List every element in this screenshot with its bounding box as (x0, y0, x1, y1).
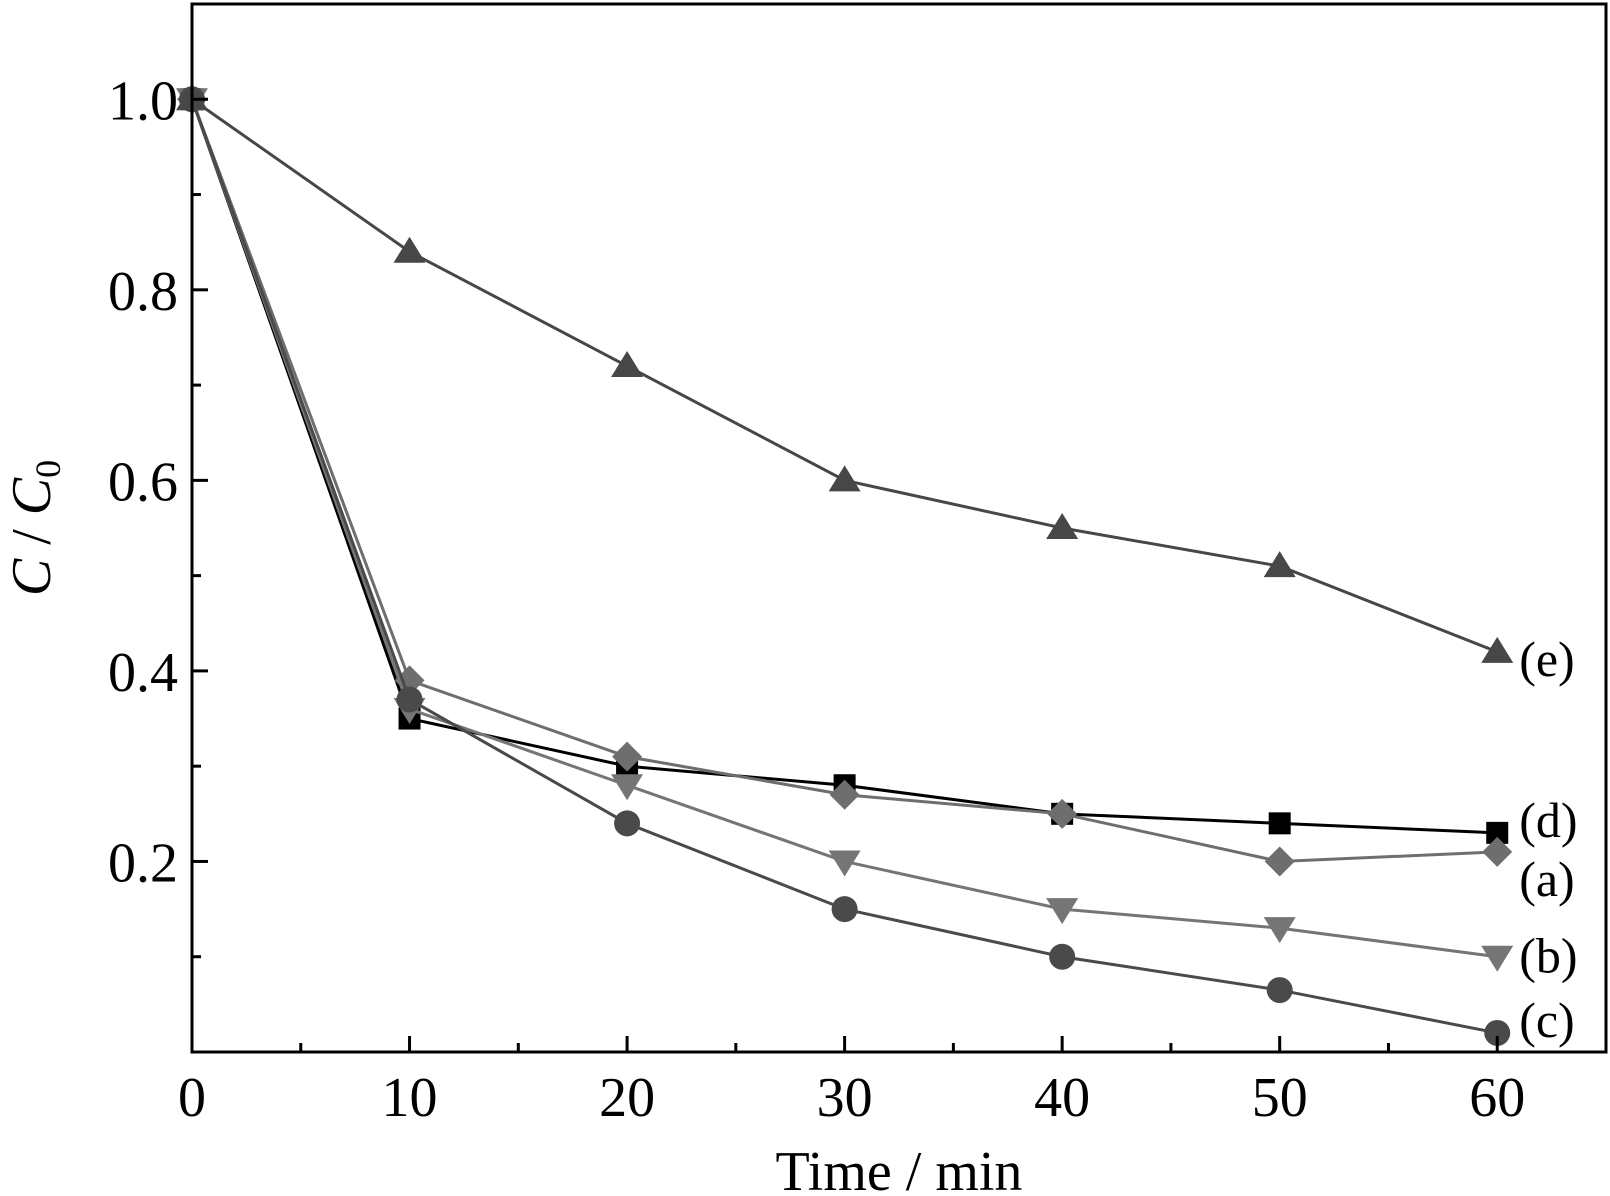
x-tick-label: 10 (382, 1067, 438, 1129)
data-point-diamond (1482, 836, 1513, 867)
x-axis-title: Time / min (776, 1141, 1023, 1196)
data-point-circle (831, 896, 858, 923)
data-point-circle (1484, 1019, 1511, 1046)
data-point-triangle-down (1481, 945, 1514, 972)
data-point-triangle-up (393, 236, 426, 263)
y-tick-label: 0.8 (108, 261, 178, 323)
y-axis-title-subscript: 0 (28, 460, 68, 478)
x-tick-label: 60 (1469, 1067, 1525, 1129)
data-point-triangle-up (1046, 513, 1079, 539)
series-end-label: (c) (1519, 992, 1575, 1048)
data-point-triangle-up (828, 465, 861, 492)
label-layer: (d)(a) (b) (c) (e) (1519, 631, 1577, 1048)
y-axis-title-separator: / (1, 515, 63, 559)
data-point-triangle-up (1263, 551, 1296, 578)
series-layer (176, 84, 1514, 1046)
series-line (190, 98, 1498, 959)
y-tick-label: 0.2 (108, 832, 178, 894)
data-point-triangle-up (611, 351, 644, 378)
data-point-circle (396, 686, 423, 713)
x-tick-label: 30 (817, 1067, 873, 1129)
data-point-square (1486, 821, 1509, 844)
y-tick-label: 1.0 (108, 70, 178, 132)
series-end-label: (a) (1519, 851, 1575, 907)
y-axis-title-c: C (1, 558, 63, 596)
data-point-triangle-down (611, 774, 644, 801)
series-b (176, 88, 1514, 972)
y-axis-title: C / C0 (1, 460, 68, 596)
series-line (191, 98, 1498, 654)
data-point-triangle-down (1263, 917, 1296, 944)
y-tick-label: 0.6 (108, 451, 178, 513)
data-point-triangle-down (828, 850, 861, 877)
data-point-diamond (829, 779, 860, 810)
data-point-circle (1049, 943, 1076, 970)
data-point-diamond (1264, 846, 1295, 877)
series-end-label: (d) (1519, 792, 1577, 848)
data-point-circle (614, 810, 641, 837)
plot-frame (190, 2, 1608, 1054)
y-axis-title-c0: C (1, 477, 63, 515)
x-tick-label: 50 (1252, 1067, 1308, 1129)
data-point-circle (1266, 977, 1293, 1004)
data-point-triangle-up (1481, 636, 1514, 663)
data-point-square (1268, 812, 1291, 835)
series-end-label: (e) (1519, 631, 1575, 687)
series-end-label: (b) (1519, 928, 1577, 984)
x-tick-label: 0 (178, 1067, 206, 1129)
data-point-diamond (1047, 798, 1078, 829)
x-tick-label: 40 (1034, 1067, 1090, 1129)
tick-layer: 0 10 20 30 40 50 60 0.2 0.4 0.6 0.8 1.0 (108, 70, 1525, 1129)
series-e (176, 84, 1514, 663)
y-tick-label: 0.4 (108, 642, 178, 704)
series-c (179, 86, 1511, 1046)
x-tick-label: 20 (599, 1067, 655, 1129)
series-line (190, 98, 1498, 1035)
data-point-triangle-down (1046, 898, 1079, 925)
data-point-diamond (612, 741, 643, 772)
